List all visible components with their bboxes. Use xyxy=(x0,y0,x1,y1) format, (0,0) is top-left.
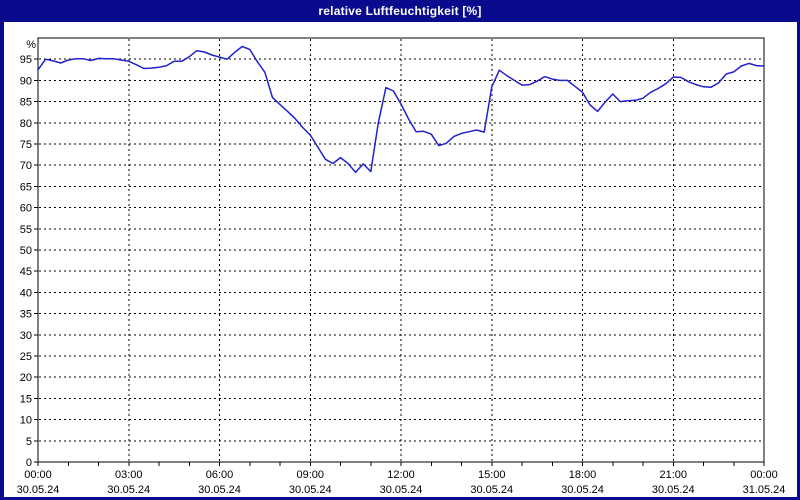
y-tick-label: 45 xyxy=(20,266,32,278)
y-tick-label: 55 xyxy=(20,224,32,236)
window-title: relative Luftfeuchtigkeit [%] xyxy=(318,4,482,18)
x-tick-time: 00:00 xyxy=(24,469,52,481)
x-tick-time: 18:00 xyxy=(569,469,597,481)
y-tick-label: 65 xyxy=(20,181,32,193)
x-tick-time: 15:00 xyxy=(478,469,506,481)
y-tick-label: 35 xyxy=(20,309,32,321)
x-tick-date: 30.05.24 xyxy=(652,484,695,496)
y-tick-label: 10 xyxy=(20,415,32,427)
y-tick-label: 95 xyxy=(20,54,32,66)
x-tick-date: 30.05.24 xyxy=(107,484,150,496)
x-tick-date: 30.05.24 xyxy=(289,484,332,496)
y-tick-label: 60 xyxy=(20,203,32,215)
y-tick-label: 15 xyxy=(20,393,32,405)
y-tick-label: 25 xyxy=(20,351,32,363)
x-tick-time: 03:00 xyxy=(115,469,143,481)
x-tick-time: 00:00 xyxy=(750,469,778,481)
y-tick-label: 80 xyxy=(20,118,32,130)
x-tick-time: 09:00 xyxy=(296,469,324,481)
y-tick-label: 70 xyxy=(20,160,32,172)
x-tick-date: 30.05.24 xyxy=(561,484,604,496)
y-tick-label: 85 xyxy=(20,97,32,109)
y-tick-label: 30 xyxy=(20,330,32,342)
y-tick-label: 5 xyxy=(26,436,32,448)
y-tick-label: 90 xyxy=(20,75,32,87)
y-tick-label: 75 xyxy=(20,139,32,151)
y-tick-label: 40 xyxy=(20,287,32,299)
y-tick-label: 0 xyxy=(26,457,32,469)
y-tick-label: 50 xyxy=(20,245,32,257)
x-tick-date: 30.05.24 xyxy=(470,484,513,496)
y-tick-label: 20 xyxy=(20,372,32,384)
x-tick-time: 06:00 xyxy=(206,469,234,481)
x-tick-date: 30.05.24 xyxy=(198,484,241,496)
y-axis-unit: % xyxy=(26,39,36,51)
x-tick-date: 30.05.24 xyxy=(380,484,423,496)
x-tick-date: 31.05.24 xyxy=(743,484,786,496)
humidity-line xyxy=(37,45,765,174)
titlebar: relative Luftfeuchtigkeit [%] xyxy=(0,0,800,22)
x-tick-time: 21:00 xyxy=(659,469,687,481)
x-tick-date: 30.05.24 xyxy=(17,484,60,496)
x-tick-time: 12:00 xyxy=(387,469,415,481)
